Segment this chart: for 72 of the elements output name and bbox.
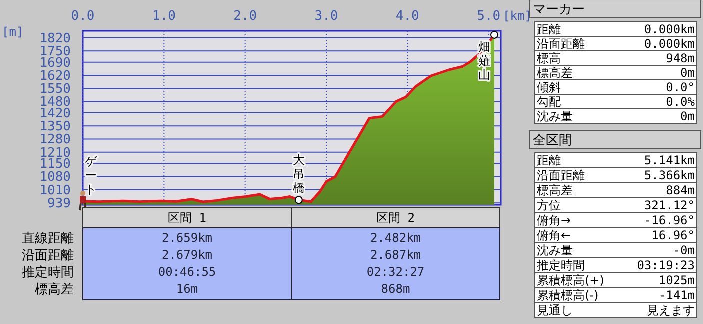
y-tick-label: 1620 bbox=[40, 68, 71, 84]
text: 沿面距離 bbox=[537, 168, 585, 183]
text: マーカー bbox=[533, 2, 585, 18]
text: 2.659km bbox=[162, 231, 213, 246]
x-axis-title: [km] bbox=[503, 9, 532, 23]
y-axis-title: [m] bbox=[2, 25, 24, 39]
text: 321.12° bbox=[644, 198, 695, 213]
text: 俯角→ bbox=[537, 214, 572, 228]
text: 0.000km bbox=[644, 36, 695, 51]
y-tick-label: 1350 bbox=[40, 120, 71, 135]
y-tick-label: 1080 bbox=[40, 170, 71, 186]
x-tick-label: 3.0 bbox=[314, 9, 338, 24]
y-tick-label: 1420 bbox=[40, 106, 71, 122]
text: 0.0° bbox=[666, 80, 695, 94]
text: 標高差 bbox=[35, 282, 74, 298]
text: 見えます bbox=[647, 304, 695, 318]
text: 俯角← bbox=[537, 228, 572, 243]
text: 5.366km bbox=[644, 168, 695, 183]
text: 884m bbox=[666, 184, 695, 198]
text: 1025m bbox=[658, 274, 695, 288]
text: 16m bbox=[176, 282, 198, 296]
text: 0m bbox=[680, 66, 695, 80]
text: 沿面距離 bbox=[537, 36, 585, 51]
text: 標高差 bbox=[537, 184, 573, 198]
y-tick-label: 1690 bbox=[40, 56, 71, 71]
annotation: 畑薙山 bbox=[478, 40, 491, 82]
text: 16.96° bbox=[652, 228, 695, 243]
x-tick-label: 2.0 bbox=[234, 9, 258, 24]
text: 5.141km bbox=[644, 154, 695, 168]
text: 方位 bbox=[537, 198, 561, 213]
text: 沈み量 bbox=[537, 109, 573, 124]
x-tick-label: 4.0 bbox=[396, 9, 420, 24]
text: 勾配 bbox=[537, 94, 561, 109]
text: 03:19:23 bbox=[637, 258, 695, 273]
y-tick-label: 1820 bbox=[40, 31, 71, 46]
text: 0m bbox=[680, 109, 695, 124]
text: 累積標高(+) bbox=[537, 274, 604, 288]
category-label: 区間 1 bbox=[168, 211, 206, 226]
y-tick-label: 1550 bbox=[40, 82, 71, 98]
text: 標高差 bbox=[537, 66, 573, 80]
text: 直線距離 bbox=[22, 232, 74, 247]
text: 沈み量 bbox=[537, 244, 573, 258]
text: 累積標高(-) bbox=[537, 288, 599, 303]
text: 02:32:27 bbox=[366, 265, 425, 280]
text: 距離 bbox=[537, 154, 561, 168]
text: 見通し bbox=[537, 304, 573, 318]
text: 2.679km bbox=[162, 248, 213, 262]
text: -0m bbox=[673, 244, 695, 258]
y-tick-label: 1150 bbox=[40, 157, 71, 172]
text: 2.482km bbox=[370, 231, 422, 246]
text: -141m bbox=[658, 288, 695, 303]
text: 948m bbox=[666, 51, 695, 66]
text: 標高 bbox=[537, 51, 561, 66]
x-tick-label: 1.0 bbox=[152, 9, 176, 24]
text: -16.96° bbox=[644, 214, 695, 228]
text: 推定時間 bbox=[537, 258, 585, 273]
text: 全区間 bbox=[533, 134, 572, 149]
text: 距離 bbox=[537, 22, 561, 36]
x-tick-label: 5.0 bbox=[477, 9, 501, 24]
text: 推定時間 bbox=[22, 266, 74, 281]
text: 0.0% bbox=[666, 94, 696, 109]
y-tick-label: 939 bbox=[48, 196, 71, 212]
x-tick-label: 0.0 bbox=[71, 9, 95, 24]
y-tick-label: 1280 bbox=[40, 132, 71, 148]
y-tick-label: 1010 bbox=[40, 183, 71, 198]
text: 沿面距離 bbox=[22, 248, 74, 264]
text: 0.000km bbox=[644, 22, 695, 36]
text: 00:46:55 bbox=[158, 265, 216, 280]
text: 傾斜 bbox=[537, 80, 561, 94]
text: 2.687km bbox=[370, 248, 422, 262]
text: 868m bbox=[381, 282, 410, 296]
category-label: 区間 2 bbox=[376, 211, 415, 226]
